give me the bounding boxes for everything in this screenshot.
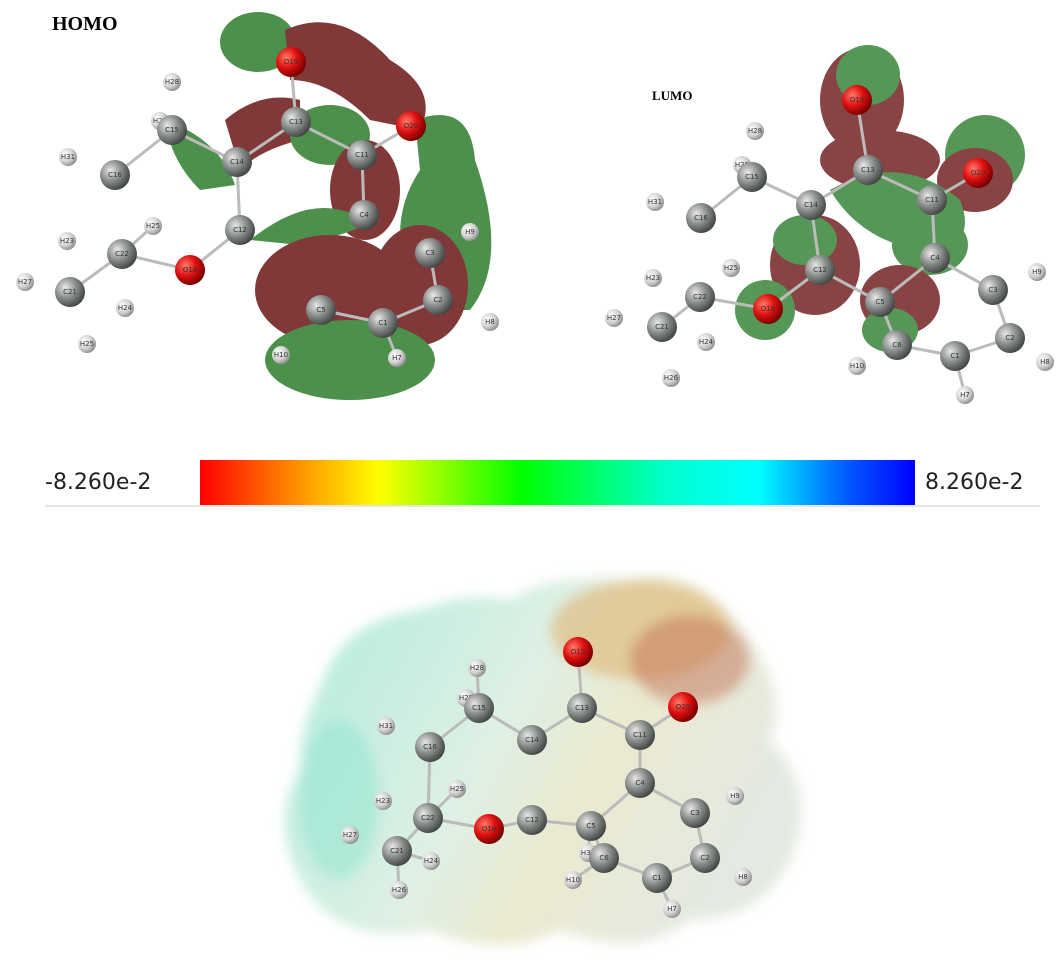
atom-label: C14: [230, 158, 244, 166]
atom-label: H31: [379, 722, 393, 730]
atom-label: H24: [424, 857, 439, 865]
colorbar-max: 8.260e-2: [925, 470, 1023, 495]
atom-label: C13: [575, 704, 589, 712]
atom-label: C4: [635, 779, 645, 787]
atom-label: H27: [343, 831, 357, 839]
atom-label: H8: [1040, 358, 1050, 366]
atom-label: H28: [470, 664, 484, 672]
atom-label: C15: [745, 173, 759, 181]
figure: HOMO LUMO -8.260e-2 8.260e-2: [0, 0, 1056, 972]
atom-label: C15: [472, 704, 486, 712]
atom-label: H7: [392, 354, 402, 362]
atom-label: C14: [804, 201, 818, 209]
atom-label: H23: [376, 797, 390, 805]
atom-label: H9: [465, 228, 475, 236]
atom-label: H9: [730, 792, 740, 800]
atom-label: C21: [63, 288, 77, 296]
atom-label: C1: [378, 319, 387, 327]
atom-label: C13: [861, 166, 875, 174]
atom-label: O18: [761, 305, 775, 313]
atom-label: O20: [971, 169, 985, 177]
atom-label: C16: [108, 171, 122, 179]
atom-label: C21: [655, 323, 669, 331]
homo-orbital-lobes: [165, 12, 491, 400]
atom-label: O19: [571, 648, 585, 656]
atom-label: H28: [748, 127, 762, 135]
atom-label: C3: [425, 249, 434, 257]
atom-label: C5: [586, 822, 595, 830]
color-bar: [200, 460, 915, 505]
atom-label: H25: [724, 264, 738, 272]
lumo-title: LUMO: [652, 88, 692, 103]
atom-label: O18: [482, 825, 496, 833]
atom-label: H27: [607, 314, 621, 322]
atom-label: O19: [850, 96, 864, 104]
atom-label: C16: [423, 743, 437, 751]
atom-label: C21: [390, 847, 404, 855]
atom-label: C11: [355, 151, 369, 159]
atom-label: H28: [165, 78, 179, 86]
atom-label: H7: [667, 905, 677, 913]
atom-label: H23: [60, 237, 74, 245]
atom-label: C15: [165, 126, 179, 134]
atom-label: C4: [359, 211, 369, 219]
atom-label: C12: [525, 816, 539, 824]
atom-label: C11: [925, 196, 939, 204]
atom-label: H24: [699, 338, 714, 346]
atom-label: C2: [433, 296, 442, 304]
atom-label: H26: [392, 886, 407, 894]
atom-label: C4: [930, 254, 940, 262]
atom-label: C1: [950, 352, 959, 360]
atom-label: H25: [450, 785, 464, 793]
atom-label: H8: [738, 873, 748, 881]
atom-label: H10: [566, 876, 580, 884]
atom-label: H25: [80, 340, 94, 348]
atom-label: C22: [693, 293, 707, 301]
atom-label: C3: [690, 809, 699, 817]
atom-label: H9: [1032, 268, 1042, 276]
atom-label: C6: [599, 854, 609, 862]
atom-label: C2: [1005, 334, 1014, 342]
atom-label: H27: [18, 278, 32, 286]
atom-label: C22: [115, 250, 129, 258]
atom-label: C22: [421, 814, 435, 822]
atom-label: H23: [646, 274, 660, 282]
atom-label: C2: [700, 854, 709, 862]
atom-label: H8: [485, 318, 495, 326]
atom-label: O19: [284, 58, 298, 66]
atom-label: H26: [664, 374, 679, 382]
mep-surface: [285, 576, 801, 945]
atom-label: C16: [694, 214, 708, 222]
atom-label: H31: [648, 198, 662, 206]
atom-label: H31: [61, 153, 75, 161]
atom-label: H7: [960, 391, 970, 399]
atom-label: C3: [988, 286, 997, 294]
atom-label: C5: [316, 306, 325, 314]
atom-label: C11: [633, 731, 647, 739]
homo-title: HOMO: [52, 13, 118, 35]
atom-label: O20: [404, 122, 418, 130]
atom-label: H24: [118, 304, 133, 312]
atom-label: C12: [813, 266, 827, 274]
atom-label: C5: [875, 298, 884, 306]
atom-label: O20: [676, 703, 690, 711]
atom-label: H25: [146, 222, 160, 230]
atom-label: C6: [892, 341, 902, 349]
atom-label: C12: [233, 226, 247, 234]
colorbar-min: -8.260e-2: [45, 470, 151, 495]
atom-label: H10: [274, 351, 288, 359]
atom-label: C14: [525, 736, 539, 744]
atom-label: O18: [183, 266, 197, 274]
atom-label: C13: [289, 118, 303, 126]
atom-label: H10: [850, 362, 864, 370]
atom-label: C1: [652, 874, 661, 882]
